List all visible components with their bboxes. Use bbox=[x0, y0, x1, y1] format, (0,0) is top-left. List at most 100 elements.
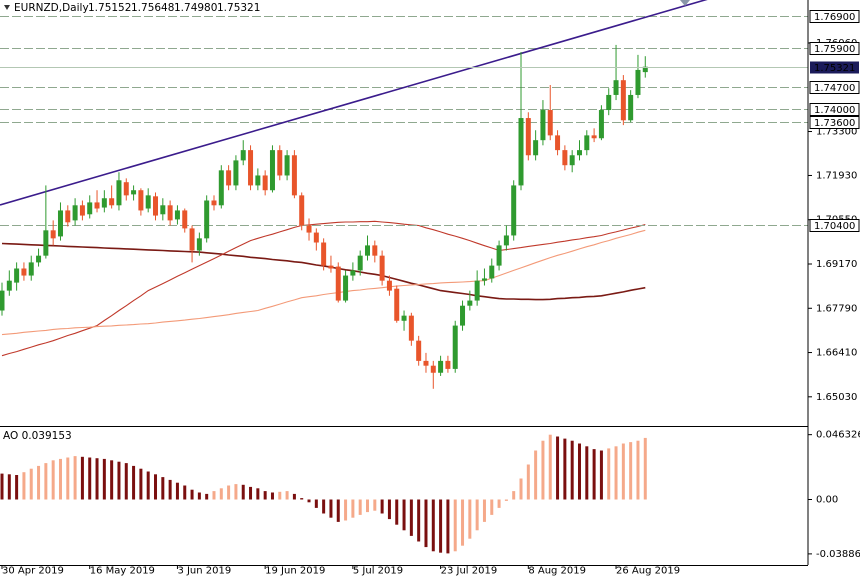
ao-bar bbox=[314, 499, 318, 508]
candle-body bbox=[598, 110, 604, 139]
candle-body bbox=[474, 280, 480, 301]
ao-bar bbox=[482, 499, 486, 522]
ao-bar bbox=[66, 457, 70, 500]
candle-body bbox=[174, 210, 180, 220]
ao-bar bbox=[190, 489, 194, 500]
trendline bbox=[0, 0, 708, 206]
ao-bar bbox=[292, 493, 296, 500]
candle-body bbox=[555, 135, 561, 151]
candle-body bbox=[576, 150, 582, 156]
ao-bar bbox=[22, 472, 26, 500]
ao-bar bbox=[285, 491, 289, 500]
candle-body bbox=[642, 66, 648, 73]
candle-body bbox=[518, 118, 524, 186]
ao-bar bbox=[29, 468, 33, 500]
price-box bbox=[810, 61, 859, 74]
ao-bar bbox=[7, 474, 11, 500]
ao-bar bbox=[212, 491, 216, 500]
ao-bar bbox=[614, 446, 618, 500]
candle-body bbox=[226, 170, 232, 186]
candle-body bbox=[467, 300, 473, 306]
candle-body bbox=[50, 230, 56, 239]
candle-body bbox=[408, 315, 414, 341]
x-tick-label: 26 Aug 2019 bbox=[616, 566, 680, 576]
candle-body bbox=[57, 210, 63, 237]
ao-bar bbox=[497, 499, 501, 508]
ao-bar bbox=[139, 468, 143, 500]
ao-bar bbox=[395, 499, 399, 525]
y-tick-label: 1.66410 bbox=[816, 348, 857, 359]
shift-marker bbox=[680, 0, 690, 6]
ao-bar bbox=[183, 485, 187, 500]
candle-body bbox=[379, 255, 385, 281]
candle-body bbox=[299, 195, 305, 226]
candle-body bbox=[635, 69, 641, 95]
ao-bar bbox=[592, 449, 596, 500]
high-label: 1.75648 bbox=[131, 2, 174, 14]
candle-body bbox=[606, 94, 612, 111]
ao-bar bbox=[307, 499, 311, 503]
candle-body bbox=[386, 280, 392, 291]
menu-arrow bbox=[4, 5, 10, 10]
ao-bar bbox=[461, 499, 465, 546]
candle-body bbox=[87, 202, 93, 215]
ao-bar bbox=[51, 460, 55, 500]
level-label: 1.74700 bbox=[814, 83, 855, 94]
candle-body bbox=[36, 255, 42, 263]
ao-bar bbox=[541, 440, 545, 500]
level-label: 1.75900 bbox=[814, 44, 855, 55]
candle-body bbox=[189, 228, 195, 251]
candle-body bbox=[196, 238, 202, 251]
candle-body bbox=[489, 265, 495, 279]
level-label: 1.73600 bbox=[814, 118, 855, 129]
candle-body bbox=[204, 200, 210, 239]
candle-body bbox=[182, 210, 188, 229]
level-box bbox=[809, 219, 860, 232]
y-tick-label: -0.03886 bbox=[816, 549, 860, 560]
candle-body bbox=[503, 235, 509, 246]
ao-bar bbox=[110, 460, 114, 500]
x-tick-label: 23 Jul 2019 bbox=[441, 566, 498, 576]
candle-body bbox=[438, 360, 444, 373]
candle-body bbox=[72, 205, 78, 221]
ao-bar bbox=[205, 493, 209, 500]
ao-bar bbox=[387, 499, 391, 520]
candle-body bbox=[533, 140, 539, 156]
candle-body bbox=[372, 245, 378, 256]
ao-bar bbox=[446, 499, 450, 554]
candle-body bbox=[94, 202, 100, 209]
ao-bar bbox=[197, 492, 201, 500]
candle-body bbox=[138, 190, 144, 211]
candle-body bbox=[562, 150, 568, 166]
ao-bar bbox=[249, 486, 253, 500]
candle-body bbox=[255, 175, 261, 186]
ao-bar bbox=[154, 474, 158, 500]
ao-bar bbox=[117, 461, 121, 500]
candle-body bbox=[511, 185, 517, 236]
price-panel bbox=[0, 0, 808, 389]
candle-body bbox=[116, 180, 122, 206]
candle-body bbox=[109, 198, 115, 206]
level-box bbox=[809, 10, 860, 23]
close-label: 1.75321 bbox=[217, 2, 260, 14]
ao-bar bbox=[577, 443, 581, 500]
ao-bar bbox=[526, 464, 530, 500]
ao-bar bbox=[322, 499, 326, 514]
candle-body bbox=[123, 182, 129, 196]
level-box bbox=[809, 81, 860, 94]
candle-body bbox=[547, 110, 553, 136]
ao-bar bbox=[336, 499, 340, 522]
y-tick-label: 1.71930 bbox=[816, 170, 857, 181]
candle-body bbox=[269, 150, 275, 191]
ao-bar bbox=[439, 499, 443, 553]
open-label: 1.75152 bbox=[88, 2, 131, 14]
ao-bar bbox=[263, 491, 267, 500]
candle-body bbox=[481, 278, 487, 281]
ao-bar bbox=[88, 457, 92, 500]
x-tick-label: 5 Jul 2019 bbox=[353, 566, 403, 576]
candle-body bbox=[153, 196, 159, 216]
candle-body bbox=[452, 325, 458, 369]
candle-body bbox=[321, 242, 327, 266]
y-tick-label: 0.00 bbox=[816, 494, 838, 505]
